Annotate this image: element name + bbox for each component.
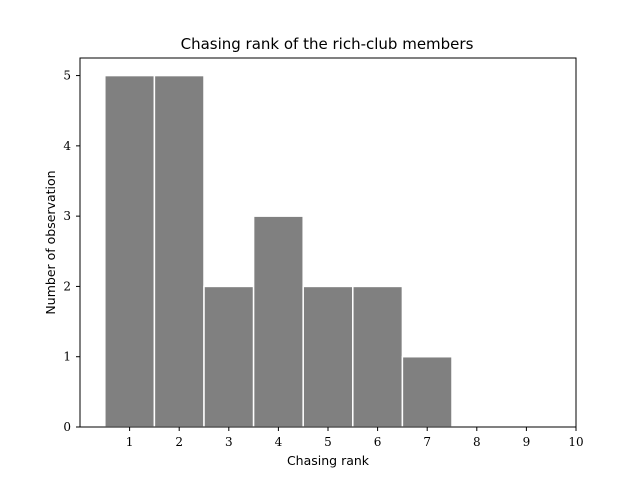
x-axis-ticks: 1 2 3 4 5 6 7 8 9 10 <box>126 427 584 449</box>
y-tick-label: 0 <box>63 420 71 434</box>
y-tick-label: 1 <box>63 350 71 364</box>
bar-rank-7 <box>401 355 453 428</box>
chart-title: Chasing rank of the rich-club members <box>181 35 474 53</box>
x-tick-label: 5 <box>324 435 332 449</box>
y-tick-label: 5 <box>63 69 71 83</box>
bar-rank-1 <box>104 74 156 428</box>
bar-rank-6 <box>352 285 404 428</box>
bar-rank-3 <box>203 285 255 428</box>
x-tick-label: 3 <box>225 435 233 449</box>
y-tick-label: 2 <box>63 279 71 293</box>
x-axis-label: Chasing rank <box>287 453 370 468</box>
y-tick-label: 4 <box>63 139 71 153</box>
y-tick-label: 3 <box>63 209 71 223</box>
bar-rank-4 <box>252 215 304 428</box>
bars-group <box>104 74 453 428</box>
x-tick-label: 4 <box>275 435 283 449</box>
x-tick-label: 1 <box>126 435 134 449</box>
y-axis-ticks: 0 1 2 3 4 5 <box>63 69 80 434</box>
bar-rank-5 <box>302 285 354 428</box>
x-tick-label: 6 <box>374 435 382 449</box>
x-tick-label: 9 <box>523 435 531 449</box>
y-axis-label: Number of observation <box>43 170 58 314</box>
bar-rank-2 <box>153 74 205 428</box>
x-tick-label: 8 <box>473 435 481 449</box>
x-tick-label: 10 <box>568 435 583 449</box>
x-tick-label: 2 <box>175 435 183 449</box>
x-tick-label: 7 <box>423 435 431 449</box>
